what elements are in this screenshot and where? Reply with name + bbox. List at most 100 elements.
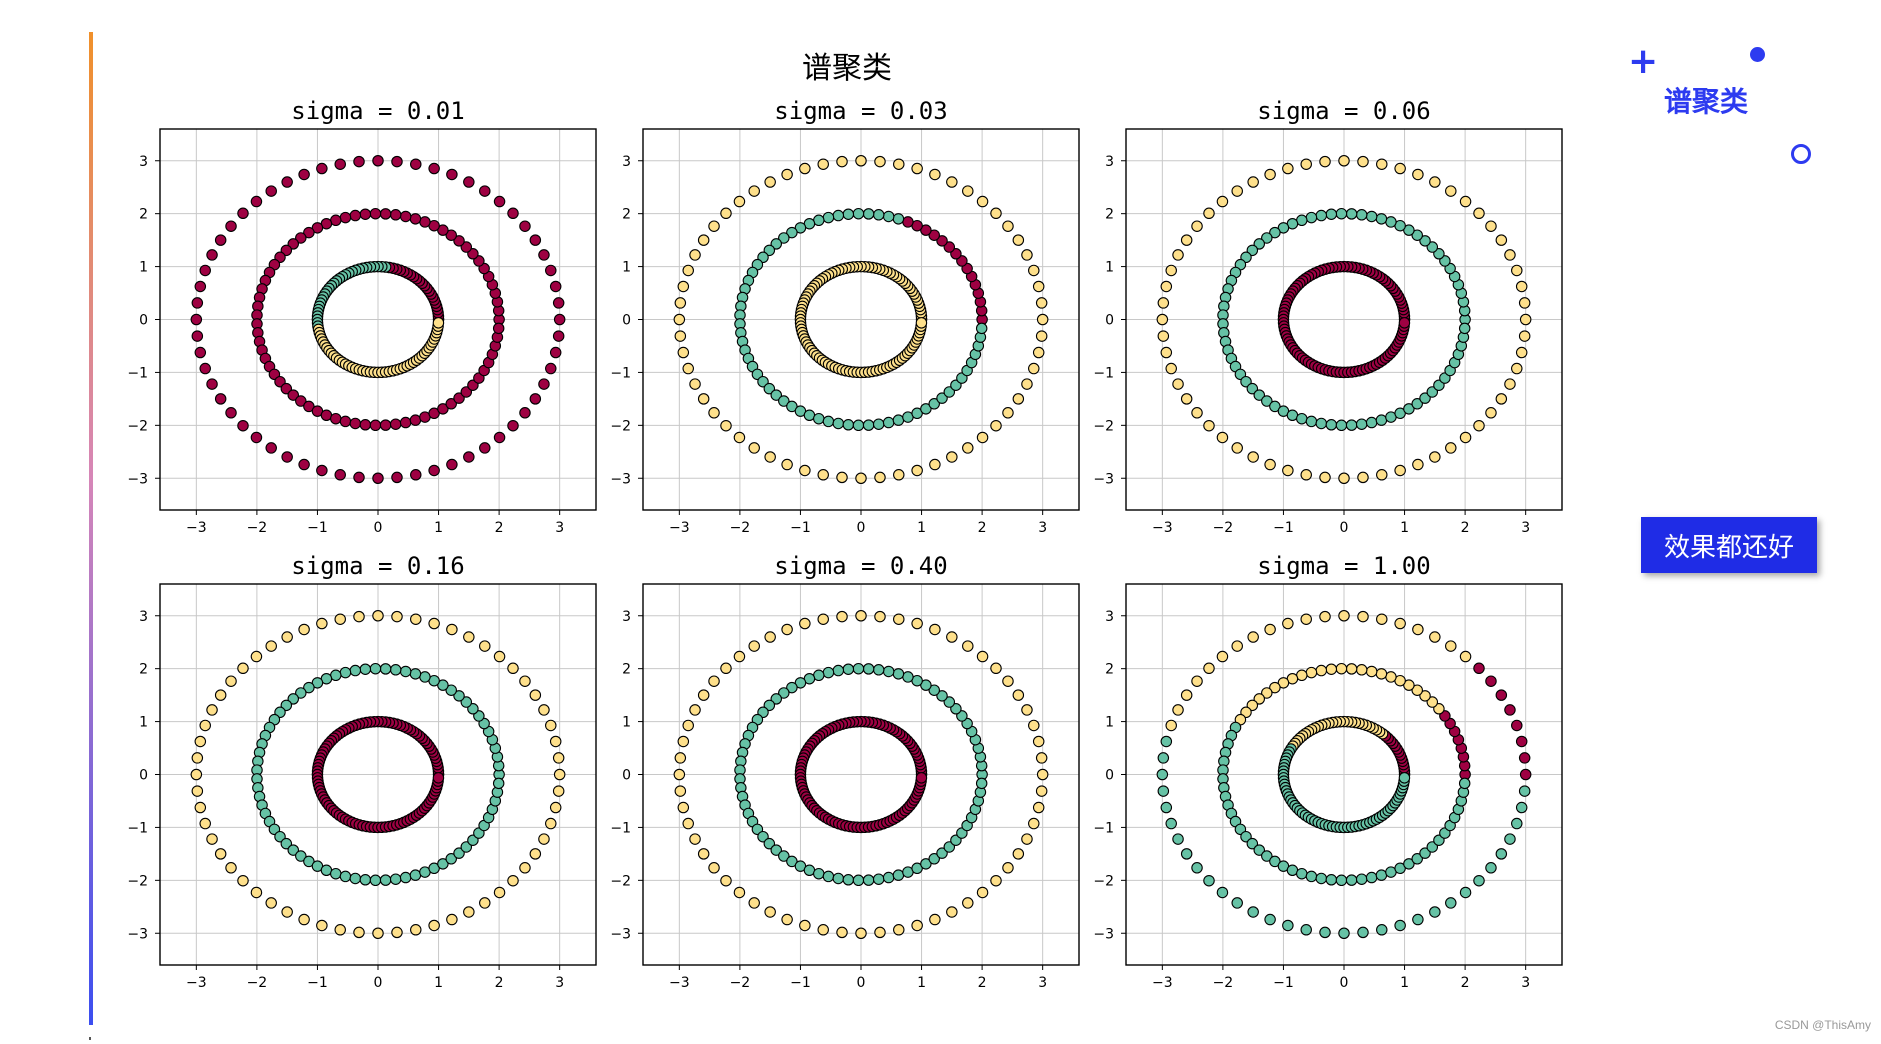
data-point <box>1376 158 1388 170</box>
data-point <box>389 209 402 221</box>
x-tick-label: 2 <box>495 520 504 536</box>
data-point <box>1253 693 1266 705</box>
data-point <box>1515 735 1528 748</box>
data-point <box>1300 469 1312 481</box>
data-point <box>214 689 227 701</box>
data-point <box>295 850 307 862</box>
data-point <box>445 229 457 241</box>
data-point <box>1412 623 1424 636</box>
data-point <box>1338 472 1350 484</box>
data-point <box>428 617 440 630</box>
data-point <box>733 650 746 663</box>
y-tick-label: 0 <box>622 768 631 784</box>
data-point <box>334 469 346 481</box>
data-point <box>428 162 440 175</box>
data-point <box>1473 874 1485 887</box>
data-point <box>479 185 491 197</box>
data-point <box>1429 631 1441 643</box>
data-point <box>1375 869 1388 881</box>
data-point <box>929 913 941 926</box>
data-point <box>682 264 694 277</box>
data-point <box>822 666 835 679</box>
data-point <box>1282 919 1294 932</box>
data-point <box>391 471 403 484</box>
x-tick-label: 1 <box>1400 520 1409 536</box>
data-point <box>1032 735 1045 748</box>
subplot-panel: −3 −2 −1 0 1 2 3 −3 −2 −1 0 1 2 3 sigma = 0.16 <box>127 552 597 991</box>
x-tick-label: 2 <box>495 975 504 991</box>
data-point <box>1357 471 1369 484</box>
data-point <box>303 855 315 868</box>
data-point <box>1335 419 1348 432</box>
data-point <box>682 817 694 830</box>
data-point <box>778 395 790 407</box>
data-point <box>545 264 557 277</box>
data-point <box>893 613 905 625</box>
data-point <box>915 317 928 329</box>
data-point <box>893 158 905 170</box>
data-point <box>379 208 392 220</box>
subplot-panel: −3 −2 −1 0 1 2 3 −3 −2 −1 0 1 2 3 sigma = 0.40 <box>610 552 1080 991</box>
data-point <box>1426 386 1439 398</box>
data-point <box>836 471 848 484</box>
y-tick-label: 3 <box>139 609 148 625</box>
data-point <box>936 235 948 247</box>
data-point <box>334 158 346 170</box>
data-point <box>265 185 277 197</box>
data-point <box>920 858 932 870</box>
data-point <box>852 207 865 220</box>
data-point <box>962 185 974 197</box>
data-point <box>1473 662 1485 675</box>
data-point <box>194 280 207 293</box>
data-point <box>1269 855 1281 868</box>
data-point <box>492 322 505 335</box>
data-point <box>781 458 793 471</box>
data-point <box>538 833 550 845</box>
data-point <box>855 472 867 484</box>
data-point <box>519 862 531 874</box>
data-point <box>1021 704 1033 716</box>
data-point <box>872 418 885 430</box>
data-point <box>689 249 701 261</box>
data-point <box>194 735 207 748</box>
data-point <box>813 412 825 425</box>
data-point <box>529 689 542 701</box>
data-point <box>316 162 328 175</box>
data-point <box>852 874 865 887</box>
data-point <box>507 662 519 675</box>
data-point <box>911 162 923 175</box>
data-point <box>1277 677 1290 689</box>
data-point <box>929 623 941 636</box>
data-point <box>1504 378 1516 390</box>
data-point <box>1247 906 1259 918</box>
subplot-panel: −3 −2 −1 0 1 2 3 −3 −2 −1 0 1 2 3 sigma = 1.00 <box>1093 552 1563 991</box>
data-point <box>786 855 798 868</box>
data-point <box>190 313 203 326</box>
data-point <box>432 317 445 329</box>
data-point <box>842 419 855 431</box>
y-tick-label: 0 <box>139 768 148 784</box>
data-point <box>1021 249 1033 261</box>
data-point <box>781 913 793 926</box>
data-point <box>549 280 562 293</box>
data-point <box>764 631 776 643</box>
data-point <box>763 382 776 395</box>
y-tick-label: 1 <box>622 715 631 731</box>
data-point <box>1203 662 1215 675</box>
data-point <box>929 458 941 471</box>
data-point <box>1021 378 1033 390</box>
data-point <box>1264 623 1276 636</box>
data-point <box>552 785 565 797</box>
data-point <box>778 687 790 699</box>
data-point <box>1282 617 1294 630</box>
data-point <box>862 208 875 220</box>
data-point <box>1504 249 1516 261</box>
data-point <box>409 414 422 426</box>
data-point <box>1002 407 1014 419</box>
data-point <box>1315 872 1328 885</box>
data-point <box>303 681 315 694</box>
data-point <box>399 665 412 678</box>
data-point <box>1459 195 1472 208</box>
data-point <box>911 919 923 932</box>
data-point <box>410 924 422 936</box>
